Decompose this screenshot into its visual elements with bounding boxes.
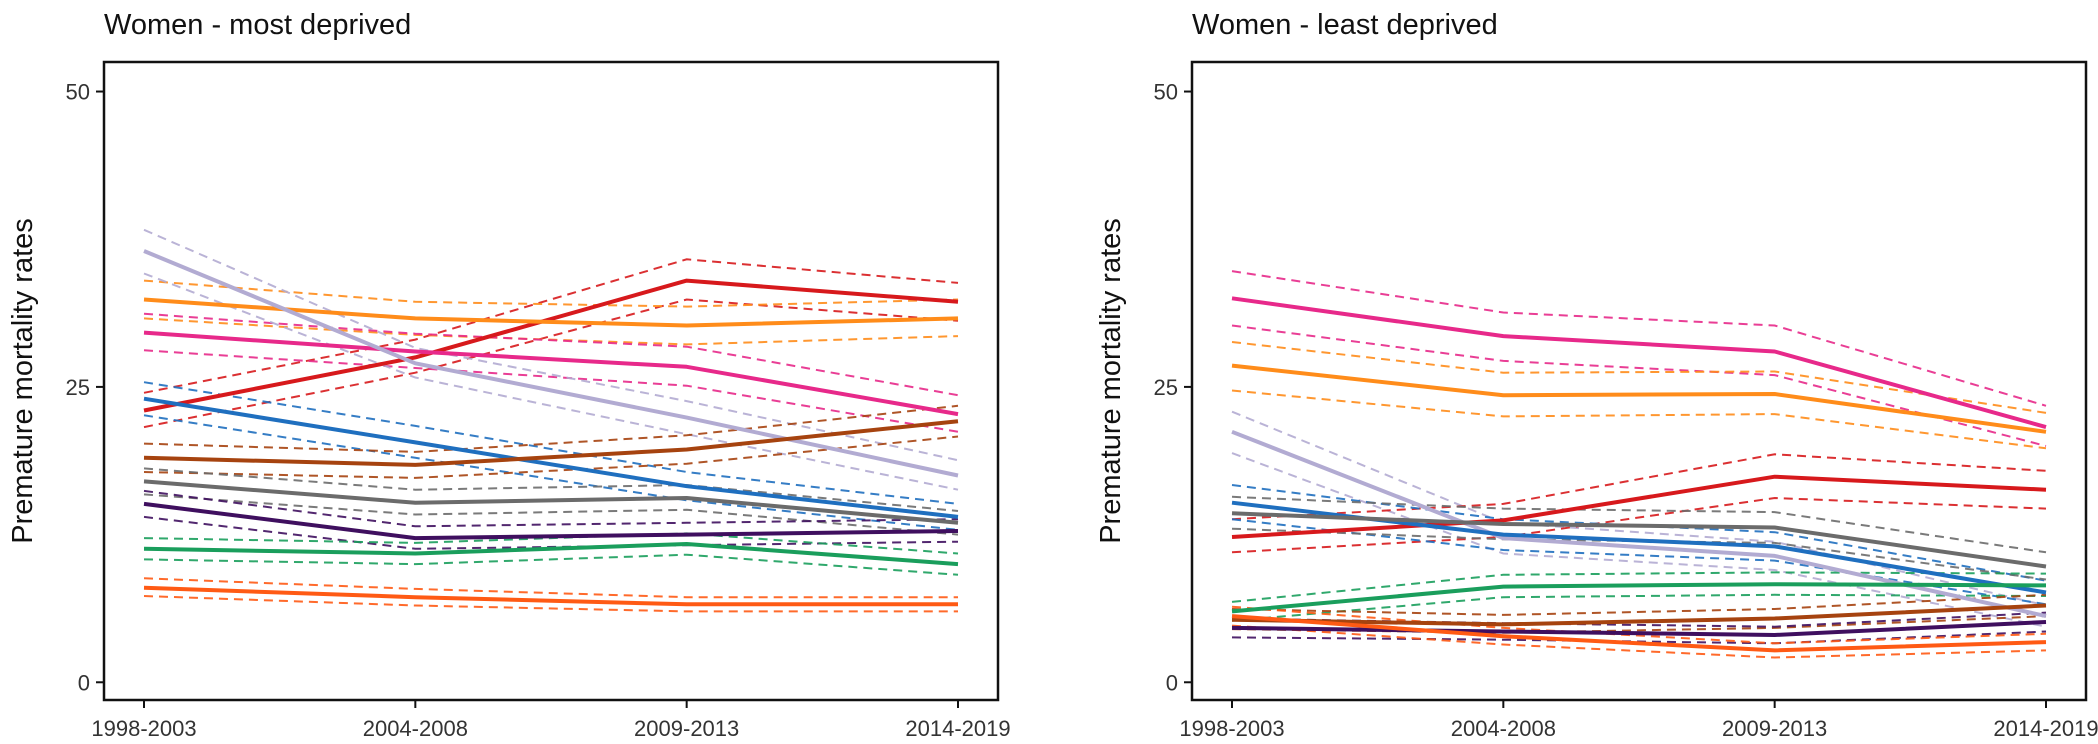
series-4-lower-bound <box>1231 496 2047 554</box>
series-5-lower-bound <box>143 414 959 531</box>
plot-frame <box>1190 60 2088 702</box>
x-tick-label: 2009-2013 <box>1722 716 1827 741</box>
y-tick-label: 25 <box>66 375 90 400</box>
y-tick-label: 25 <box>1154 375 1178 400</box>
series-10-lower-bound <box>1231 624 2047 659</box>
series-9-line <box>143 542 959 567</box>
series-1-lower-bound <box>143 298 959 429</box>
x-tick-label: 2004-2008 <box>363 716 468 741</box>
series-4-upper-bound <box>1231 453 2047 521</box>
chart-title: Women - least deprived <box>1192 9 1498 41</box>
series-10-upper-bound <box>1231 605 2047 645</box>
series-8-upper-bound <box>143 489 959 528</box>
y-tick-label: 0 <box>78 670 90 695</box>
series-10-lower-bound <box>143 595 958 613</box>
series-7-lower-bound <box>1231 593 2047 622</box>
series-7-line <box>1231 582 2047 614</box>
series-7-upper-bound <box>143 467 959 512</box>
series-6-line <box>143 419 959 467</box>
series-7-lower-bound <box>143 493 959 536</box>
series-6-line <box>1231 511 2047 569</box>
series-7-line <box>143 479 959 525</box>
y-tick-label: 50 <box>66 80 90 105</box>
series-8-line <box>143 501 959 541</box>
y-axis-label: Premature mortality rates <box>1095 218 1127 544</box>
series-10-line <box>1231 614 2047 653</box>
x-tick-label: 1998-2003 <box>1179 716 1284 741</box>
series-10-line <box>143 585 958 607</box>
series-6-upper-bound <box>143 404 959 453</box>
series-1-upper-bound <box>1231 270 2047 407</box>
series-1-lower-bound <box>1231 324 2047 447</box>
y-tick-label: 0 <box>1166 670 1178 695</box>
series-2-upper-bound <box>143 279 959 308</box>
plot-frame <box>102 60 1000 702</box>
x-tick-label: 2004-2008 <box>1451 716 1556 741</box>
series-group <box>143 228 959 613</box>
x-tick-label: 1998-2003 <box>91 716 196 741</box>
series-4-lower-bound <box>143 272 959 491</box>
series-5-upper-bound <box>143 381 959 505</box>
series-2-line <box>1231 363 2047 434</box>
series-3-lower-bound <box>1231 452 2047 628</box>
chart-title: Women - most deprived <box>104 9 411 41</box>
series-3-upper-bound <box>143 312 959 397</box>
series-2-upper-bound <box>1231 341 2047 414</box>
series-4-upper-bound <box>143 228 959 462</box>
series-4-line <box>1231 474 2047 539</box>
x-tick-label: 2014-2019 <box>905 716 1010 741</box>
series-1-upper-bound <box>143 258 959 394</box>
series-1-line <box>1231 296 2047 430</box>
series-9-line <box>1231 620 2047 637</box>
series-group <box>1231 270 2047 659</box>
series-3-upper-bound <box>1231 410 2047 607</box>
series-2-lower-bound <box>1231 389 2047 450</box>
series-8-upper-bound <box>1231 593 2047 616</box>
series-7-upper-bound <box>1231 571 2047 603</box>
chart-panel-2: Women - least deprived Premature mortalit… <box>1095 9 2098 741</box>
chart-panel-1: Women - most deprived Premature mortality… <box>7 9 1011 741</box>
series-9-lower-bound <box>143 553 959 576</box>
series-3-line <box>143 330 959 417</box>
series-6-upper-bound <box>1231 495 2047 554</box>
series-6-lower-bound <box>143 435 959 479</box>
series-10-upper-bound <box>143 577 958 599</box>
x-tick-label: 2014-2019 <box>1993 716 2098 741</box>
series-5-line <box>143 396 959 519</box>
y-axis-label: Premature mortality rates <box>7 218 39 544</box>
x-tick-label: 2009-2013 <box>634 716 739 741</box>
series-3-lower-bound <box>143 349 959 433</box>
series-4-line <box>143 249 959 478</box>
y-tick-label: 50 <box>1154 80 1178 105</box>
series-1-line <box>143 278 959 413</box>
series-8-line <box>1231 603 2047 627</box>
